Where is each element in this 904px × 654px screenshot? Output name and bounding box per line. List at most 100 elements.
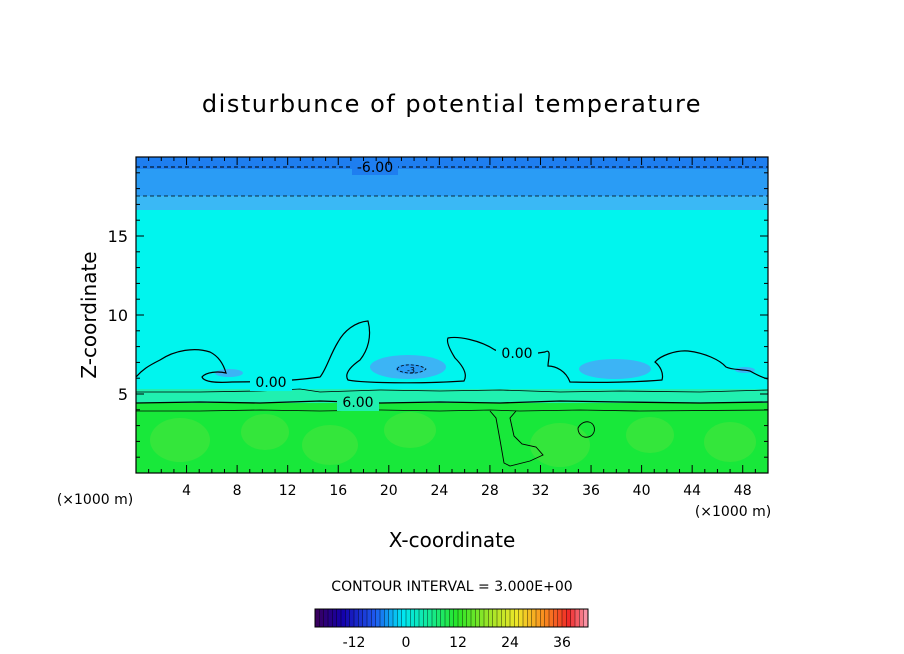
colorbar-tick-label: -12	[343, 635, 366, 651]
colorbar-cell	[553, 609, 559, 627]
colorbar-cell	[345, 609, 351, 627]
colorbar-cell	[471, 609, 476, 627]
colorbar-cell	[406, 609, 411, 627]
x-axis-label: X-coordinate	[389, 528, 516, 552]
colorbar-frame	[314, 608, 589, 628]
colorbar-cell	[527, 609, 533, 627]
x-tick-label: 44	[683, 483, 701, 499]
colorbar-cell	[371, 609, 377, 627]
contour-label-neg6: -6.00	[357, 160, 393, 176]
colorbar-cell	[557, 609, 563, 627]
colorbar-cell	[401, 609, 407, 627]
contour-pos6	[136, 400, 768, 404]
field-cold-band-lower	[136, 196, 768, 210]
y-axis: 5 10 15	[108, 172, 768, 458]
warm-patches	[150, 412, 756, 467]
contour-small-loop	[396, 364, 427, 374]
contour-label-zero-right: 0.00	[501, 346, 532, 362]
x-tick-label: 12	[279, 483, 297, 499]
contour-zero	[136, 320, 768, 384]
chart-title: disturbunce of potential temperature	[202, 90, 702, 118]
colorbar-cell	[583, 609, 589, 627]
colorbar-cell	[436, 609, 442, 627]
x-tick-label: 24	[430, 483, 448, 499]
colorbar-cell	[523, 609, 528, 627]
colorbar-cell	[453, 609, 459, 627]
colorbar-cell	[440, 609, 446, 627]
colorbar-cell	[531, 609, 537, 627]
colorbar-cell	[349, 609, 355, 627]
colorbar-cell	[375, 609, 381, 627]
colorbar-cell	[579, 609, 585, 627]
contour-label-zero-left: 0.00	[255, 375, 286, 391]
colorbar-cell	[323, 609, 329, 627]
colorbar-cell	[466, 609, 472, 627]
colorbar-cell	[449, 609, 455, 627]
colorbar-cell	[336, 609, 342, 627]
colorbar-tick-label: 0	[402, 635, 411, 651]
colorbar-cell	[445, 609, 450, 627]
contour-label-pos6: 6.00	[342, 395, 373, 411]
x-axis: 4 8 12 16 20 24 28 32 36 40 44 48	[148, 157, 756, 499]
colorbar-cell	[566, 609, 572, 627]
colorbar-cell	[419, 609, 424, 627]
colorbar-cell	[510, 609, 515, 627]
y-axis-label: Z-coordinate	[77, 251, 101, 378]
contour-loop-36	[577, 421, 595, 438]
x-tick-label: 40	[633, 483, 651, 499]
colorbar-cell	[462, 609, 468, 627]
colorbar-cell	[575, 609, 580, 627]
field-transition	[136, 389, 768, 403]
contour-labels: -6.00 0.00 0.00 6.00 -3	[250, 159, 538, 411]
colorbar-cell	[397, 609, 403, 627]
colorbar-cell	[332, 609, 338, 627]
colorbar-tick-label: 24	[501, 635, 519, 651]
colorbar-cell	[410, 609, 416, 627]
colorbar-cell	[514, 609, 520, 627]
colorbar-ticks: -12 0 12 24 36	[343, 635, 571, 651]
colorbar-cell	[341, 609, 346, 627]
colorbar-cell	[479, 609, 485, 627]
colorbar-cell	[432, 609, 437, 627]
x-tick-label: 8	[233, 483, 242, 499]
colorbar-cell	[505, 609, 511, 627]
colorbar-cell	[497, 609, 502, 627]
contour-tongue	[489, 410, 544, 467]
colorbar-cell	[488, 609, 494, 627]
colorbar-cell	[393, 609, 398, 627]
colorbar-cell	[562, 609, 567, 627]
y-tick-label: 10	[108, 306, 128, 325]
contour-label-neg3: -3	[407, 366, 415, 375]
colorbar-cell	[427, 609, 433, 627]
cold-patch-2-core	[396, 364, 424, 374]
contour-pos3	[136, 388, 768, 393]
colorbar-cell	[549, 609, 554, 627]
x-tick-label: 20	[380, 483, 398, 499]
colorbar-cell	[384, 609, 390, 627]
y-tick-label: 5	[118, 385, 128, 404]
colorbar-cell	[380, 609, 385, 627]
x-unit-left: (×1000 m)	[57, 492, 133, 508]
field-cold-band	[136, 169, 768, 196]
y-tick-label: 15	[108, 227, 128, 246]
colorbar-cell	[458, 609, 463, 627]
cold-patch-3	[579, 359, 651, 379]
x-unit-right: (×1000 m)	[695, 504, 771, 520]
colorbar-tick-label: 36	[553, 635, 571, 651]
x-tick-label: 16	[329, 483, 347, 499]
colorbar-cell	[536, 609, 541, 627]
contour-interval: CONTOUR INTERVAL = 3.000E+00	[331, 579, 572, 595]
x-tick-label: 36	[582, 483, 600, 499]
x-tick-label: 28	[481, 483, 499, 499]
colorbar-cell	[328, 609, 333, 627]
x-tick-label: 32	[532, 483, 550, 499]
label-bg	[496, 345, 538, 361]
label-bg	[352, 159, 398, 175]
label-bg	[250, 375, 292, 391]
colorbar-cell	[367, 609, 372, 627]
colorbar-cell	[475, 609, 481, 627]
colorbar-cell	[570, 609, 576, 627]
colorbar-cell	[354, 609, 359, 627]
cold-patch-1	[215, 369, 243, 377]
